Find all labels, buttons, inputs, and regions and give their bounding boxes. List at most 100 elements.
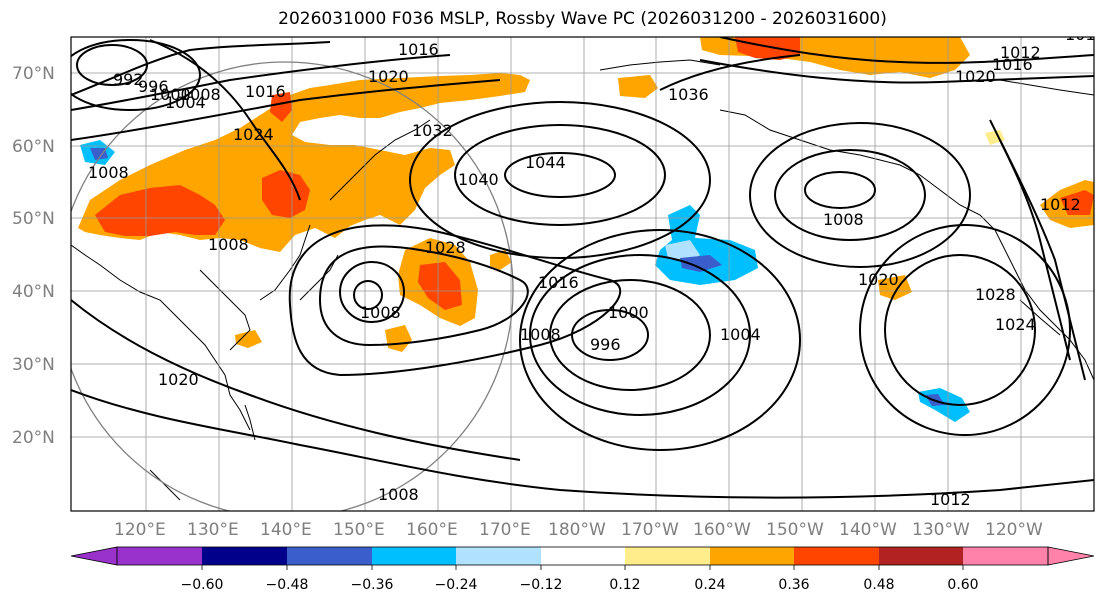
contour-label: 1016 bbox=[398, 40, 439, 59]
plot-title: 2026031000 F036 MSLP, Rossby Wave PC (20… bbox=[278, 9, 887, 29]
contour-label: 1008 bbox=[360, 303, 401, 322]
contour-label: 1016 bbox=[245, 82, 286, 101]
lon-label: 130°W bbox=[912, 520, 970, 540]
colorbar-tick-label: −0.24 bbox=[435, 577, 478, 593]
contour-label: 1040 bbox=[458, 170, 499, 189]
colorbar-segment bbox=[372, 547, 456, 565]
shading-positive-pacific-red bbox=[418, 262, 462, 310]
colorbar-extend-right bbox=[1047, 546, 1095, 566]
colorbar-tick-label: 0.24 bbox=[694, 577, 725, 593]
contour-label: 1008 bbox=[180, 85, 221, 104]
graticule bbox=[71, 37, 1094, 511]
lat-label-40n: 40°N bbox=[12, 282, 55, 302]
lon-label: 130°E bbox=[187, 520, 239, 540]
contour-label: 996 bbox=[590, 335, 621, 354]
map-frame bbox=[70, 36, 1095, 512]
contour-label: 1016 bbox=[538, 273, 579, 292]
lat-label-60n: 60°N bbox=[12, 137, 55, 157]
contour-label: 1008 bbox=[378, 485, 419, 504]
contour-label: 1008 bbox=[208, 235, 249, 254]
lon-label: 120°E bbox=[114, 520, 166, 540]
longitude-labels: 120°E 130°E 140°E 150°E 160°E 170°E 180°… bbox=[114, 520, 1043, 540]
contour-label: 1008 bbox=[823, 210, 864, 229]
colorbar-segment bbox=[794, 547, 879, 565]
colorbar-segment bbox=[456, 547, 541, 565]
shading-positive-small3 bbox=[490, 250, 512, 270]
colorbar-tick-label: 0.60 bbox=[947, 577, 978, 593]
lon-label: 180°W bbox=[548, 520, 606, 540]
contour-label: 992 bbox=[113, 70, 144, 89]
range-circle bbox=[71, 61, 514, 511]
shading-positive-namerica-red bbox=[1060, 190, 1094, 215]
lat-label-30n: 30°N bbox=[12, 355, 55, 375]
shading-negative-pacific bbox=[655, 205, 758, 285]
colorbar-tick-labels: −0.60 −0.48 −0.36 −0.24 −0.12 0.12 0.24 … bbox=[181, 577, 979, 593]
shading-positive-asia-red3 bbox=[270, 92, 292, 122]
contour-label: 1032 bbox=[412, 121, 453, 140]
lat-label-70n: 70°N bbox=[12, 64, 55, 84]
contour-label: 1020 bbox=[158, 370, 199, 389]
contour-label: 1000 bbox=[150, 85, 191, 104]
contour-label: 1004 bbox=[720, 325, 761, 344]
contour-label: 1024 bbox=[233, 125, 274, 144]
contour-label: 1004 bbox=[165, 93, 206, 112]
colorbar-tick-label: −0.12 bbox=[520, 577, 563, 593]
colorbar-segment bbox=[879, 547, 963, 565]
contour-label: 1028 bbox=[425, 238, 466, 257]
contour-label: 1024 bbox=[995, 315, 1036, 334]
contour-label: 1008 bbox=[520, 325, 561, 344]
colorbar-tick-label: 0.12 bbox=[609, 577, 640, 593]
contour-label: 1008 bbox=[88, 163, 129, 182]
shading-positive-small2 bbox=[235, 330, 262, 348]
colorbar-extend-left bbox=[70, 546, 118, 566]
colorbar-segment bbox=[541, 547, 625, 565]
lon-label: 160°W bbox=[693, 520, 751, 540]
contour-label: 1020 bbox=[858, 270, 899, 289]
contour-label: 1012 bbox=[1040, 195, 1081, 214]
shading-negative-pacific-light bbox=[665, 240, 700, 262]
shading-negative-pacific-blue bbox=[680, 255, 722, 272]
colorbar-tick-label: −0.60 bbox=[181, 577, 224, 593]
colorbar-tick-label: −0.36 bbox=[351, 577, 394, 593]
shading-positive-asia-red bbox=[95, 185, 225, 236]
colorbar-segment bbox=[963, 547, 1048, 565]
colorbar-tick-label: 0.36 bbox=[778, 577, 809, 593]
contour-label: 1012 bbox=[1000, 43, 1041, 62]
contour-label: 1016 bbox=[992, 55, 1033, 74]
colorbar-segment bbox=[710, 547, 794, 565]
contour-label: 1020 bbox=[955, 67, 996, 86]
lon-label: 120°W bbox=[985, 520, 1043, 540]
colorbar-ticks bbox=[201, 565, 964, 570]
lat-label-50n: 50°N bbox=[12, 209, 55, 229]
map-background bbox=[71, 37, 1094, 511]
lon-label: 140°E bbox=[260, 520, 312, 540]
shading-positive-asia-red2 bbox=[262, 170, 310, 218]
colorbar-segment bbox=[287, 547, 372, 565]
colorbar-tick-label: −0.48 bbox=[266, 577, 309, 593]
contour-label: 1012 bbox=[930, 490, 971, 509]
contour-label: 1044 bbox=[525, 153, 566, 172]
contour-label: 1036 bbox=[668, 85, 709, 104]
colorbar-tick-label: 0.48 bbox=[863, 577, 894, 593]
contour-label: 1000 bbox=[608, 303, 649, 322]
map-content: 1016 1020 992 996 1000 1004 1008 1016 10… bbox=[71, 25, 1105, 511]
lon-label: 170°W bbox=[621, 520, 679, 540]
lon-label: 150°W bbox=[766, 520, 824, 540]
lon-label: 140°W bbox=[839, 520, 897, 540]
contour-label: 1016 bbox=[1065, 25, 1105, 44]
lat-label-20n: 20°N bbox=[12, 428, 55, 448]
lon-label: 170°E bbox=[479, 520, 531, 540]
mslp-isobars bbox=[71, 37, 1094, 499]
colorbar-outline bbox=[116, 546, 1049, 566]
lon-label: 150°E bbox=[333, 520, 385, 540]
colorbar-segment bbox=[117, 547, 202, 565]
shading-positive-small4 bbox=[618, 75, 658, 98]
contour-label: 996 bbox=[138, 77, 169, 96]
contour-label: 1020 bbox=[368, 67, 409, 86]
colorbar: −0.60 −0.48 −0.36 −0.24 −0.12 0.12 0.24 … bbox=[70, 546, 1095, 593]
contour-labels: 1016 1020 992 996 1000 1004 1008 1016 10… bbox=[88, 25, 1105, 509]
contour-label: 1028 bbox=[975, 285, 1016, 304]
latitude-labels: 70°N 60°N 50°N 40°N 30°N 20°N bbox=[12, 64, 55, 448]
colorbar-segment bbox=[202, 547, 287, 565]
